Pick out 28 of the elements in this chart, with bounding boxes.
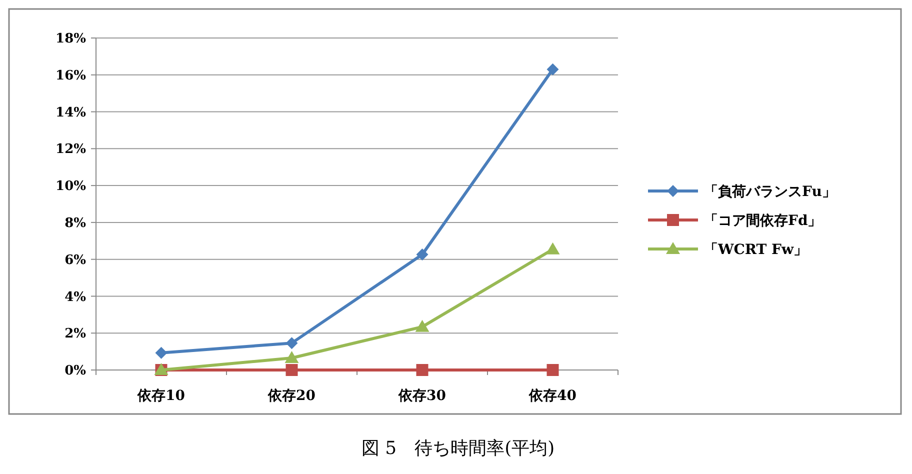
point xyxy=(416,248,428,261)
y-tick-label: 10% xyxy=(56,179,87,194)
point xyxy=(155,346,168,359)
y-tick-label: 2% xyxy=(64,326,87,342)
y-tick-label: 0% xyxy=(64,364,87,379)
legend-label: 「負荷バランスFu」 xyxy=(704,184,836,200)
y-tick-label: 16% xyxy=(56,68,87,84)
x-tick-label: 依存20 xyxy=(267,388,316,404)
point xyxy=(415,320,430,332)
y-tick-label: 14% xyxy=(56,105,87,120)
y-tick-label: 8% xyxy=(64,216,87,231)
legend-label: 「コア間依存Fd」 xyxy=(704,212,822,229)
y-tick-label: 12% xyxy=(56,142,87,158)
point xyxy=(284,351,299,364)
point xyxy=(416,364,428,376)
x-tick-label: 依存40 xyxy=(528,388,577,404)
y-tick-label: 6% xyxy=(64,252,87,268)
point xyxy=(546,63,559,76)
text: 図 5 待ち時間率(平均) xyxy=(361,438,555,459)
y-tick-label: 4% xyxy=(64,290,87,305)
x-tick-label: 依存30 xyxy=(398,388,446,404)
legend-label: 「WCRT Fw」 xyxy=(704,242,808,258)
point xyxy=(546,242,560,254)
x-tick-label: 依存10 xyxy=(136,388,186,404)
point xyxy=(286,337,298,350)
y-tick-label: 18% xyxy=(56,32,87,47)
point xyxy=(286,364,298,376)
point xyxy=(546,364,559,376)
